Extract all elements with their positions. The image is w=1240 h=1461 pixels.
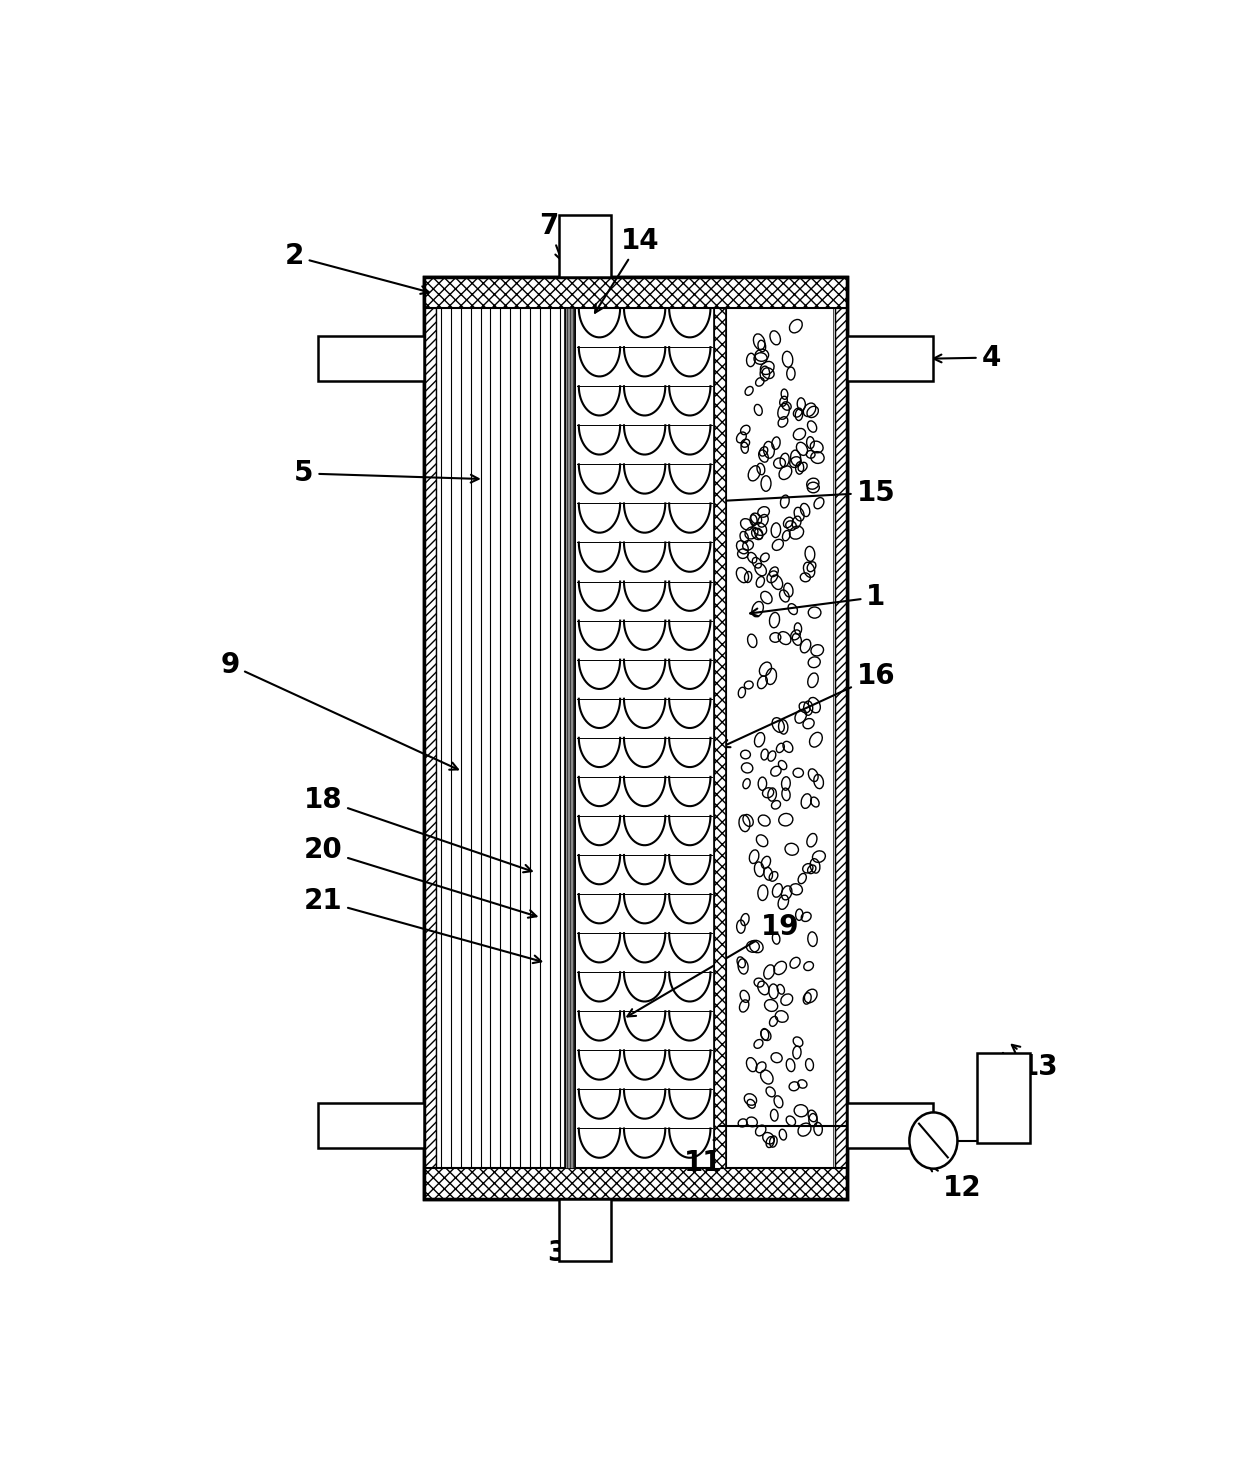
Text: 15: 15 — [714, 479, 895, 507]
Bar — [847, 336, 934, 381]
Bar — [319, 336, 424, 381]
Text: 2: 2 — [285, 243, 429, 294]
Text: 14: 14 — [595, 226, 660, 313]
Bar — [319, 1103, 424, 1148]
Text: 21: 21 — [304, 887, 541, 963]
Text: 3: 3 — [547, 1239, 580, 1267]
Bar — [424, 276, 847, 1199]
Bar — [558, 1199, 611, 1261]
Text: 1: 1 — [750, 583, 885, 617]
Bar — [725, 308, 833, 1167]
Text: 13: 13 — [1012, 1045, 1059, 1081]
Text: 7: 7 — [539, 212, 563, 260]
Bar — [424, 276, 847, 308]
Text: 9: 9 — [221, 650, 458, 770]
Text: 5: 5 — [294, 459, 479, 488]
Bar — [977, 1053, 1029, 1143]
Text: 4: 4 — [934, 343, 1001, 371]
Bar — [847, 1103, 934, 1148]
Bar — [424, 276, 847, 1199]
Bar — [435, 308, 565, 1167]
Text: 11: 11 — [683, 1135, 722, 1178]
Text: 16: 16 — [722, 662, 895, 747]
Text: 12: 12 — [928, 1164, 982, 1202]
Bar — [565, 308, 575, 1167]
Text: 20: 20 — [304, 836, 537, 918]
Bar — [836, 308, 847, 1167]
Bar — [575, 308, 714, 1167]
Bar — [558, 215, 611, 276]
Bar — [714, 308, 725, 1167]
Text: 19: 19 — [627, 913, 799, 1017]
Text: 18: 18 — [304, 786, 532, 872]
Circle shape — [909, 1112, 957, 1169]
Bar — [424, 308, 435, 1167]
Bar — [424, 1167, 847, 1199]
